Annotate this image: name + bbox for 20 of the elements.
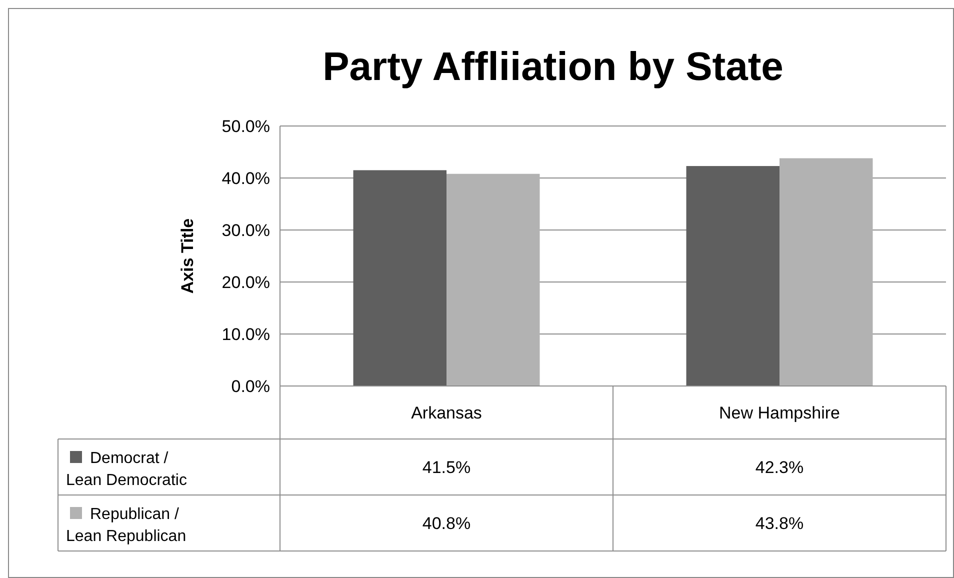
bar: [446, 174, 540, 386]
y-axis-title: Axis Title: [178, 218, 197, 294]
bar: [780, 158, 873, 386]
bar: [686, 166, 780, 386]
y-tick-label: 20.0%: [222, 273, 270, 292]
legend-label: Republican / Lean Republican: [66, 506, 186, 545]
y-tick-label: 50.0%: [222, 117, 270, 136]
data-label: 41.5%: [422, 458, 471, 477]
bar: [353, 170, 446, 386]
x-tick-label: Arkansas: [411, 404, 482, 422]
chart-title: Party Affliiation by State: [322, 45, 784, 89]
legend-label: Democrat / Lean Democratic: [66, 450, 187, 489]
data-label: 40.8%: [422, 514, 471, 533]
y-tick-label: 30.0%: [222, 221, 270, 240]
y-tick-label: 40.0%: [222, 169, 270, 188]
data-label: 43.8%: [755, 514, 804, 533]
y-tick-label: 0.0%: [231, 377, 270, 396]
x-tick-label: New Hampshire: [719, 404, 840, 422]
data-label: 42.3%: [755, 458, 804, 477]
y-tick-label: 10.0%: [222, 325, 270, 344]
